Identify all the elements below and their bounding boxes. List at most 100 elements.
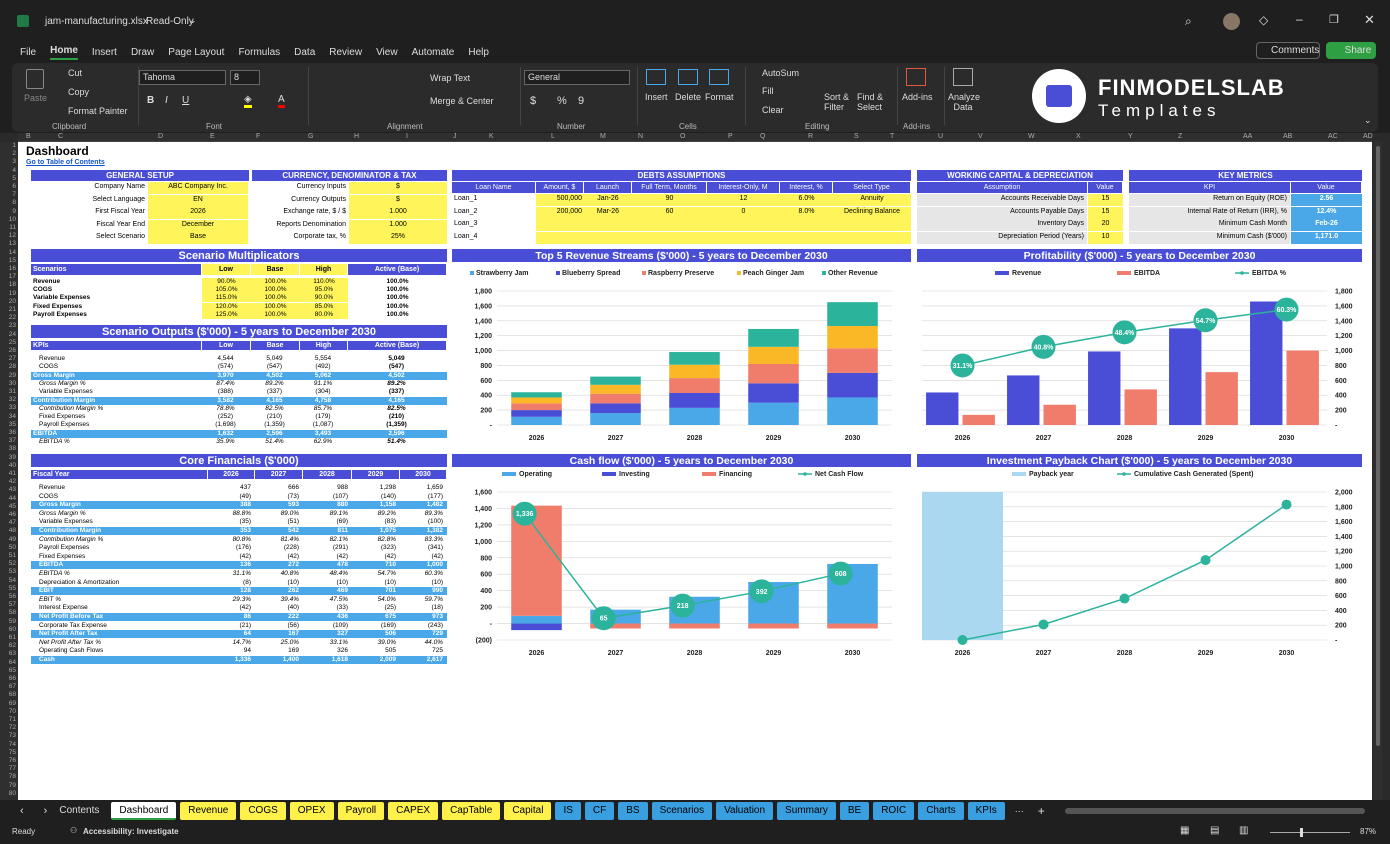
add-sheet-icon[interactable]: + — [1037, 804, 1045, 818]
row-label[interactable]: 48 — [8, 527, 16, 535]
column-label[interactable]: W — [1028, 133, 1035, 140]
column-label[interactable]: F — [256, 133, 261, 140]
menu-formulas[interactable]: Formulas — [238, 46, 281, 58]
row-label[interactable]: 18 — [8, 281, 16, 289]
number-format-select[interactable]: General — [524, 70, 630, 85]
row-label[interactable]: 44 — [8, 494, 16, 502]
menu-home[interactable]: Home — [50, 45, 78, 60]
column-label[interactable]: L — [551, 133, 555, 140]
column-label[interactable]: D — [158, 133, 164, 140]
tab-summary[interactable]: Summary — [777, 802, 836, 820]
column-label[interactable]: Q — [760, 133, 766, 140]
tab-capital[interactable]: Capital — [504, 802, 552, 820]
currency-icon[interactable]: $ — [530, 95, 537, 107]
row-label[interactable]: 7 — [12, 191, 16, 199]
row-label[interactable]: 76 — [8, 757, 16, 764]
find-select-button[interactable]: Find & Select — [857, 92, 884, 112]
page-break-view-icon[interactable]: ▥ — [1239, 825, 1249, 836]
row-label[interactable]: 13 — [8, 240, 16, 248]
addins-button[interactable]: Add-ins — [902, 92, 933, 102]
row-label[interactable]: 22 — [8, 314, 16, 322]
font-size-select[interactable]: 8 — [230, 70, 260, 85]
column-label[interactable]: N — [638, 133, 644, 140]
row-label[interactable]: 54 — [8, 576, 16, 584]
tab-be[interactable]: BE — [839, 802, 870, 820]
column-label[interactable]: M — [600, 133, 606, 140]
row-label[interactable]: 50 — [8, 543, 16, 551]
chart-2[interactable]: Profitability ($'000) - 5 years to Decem… — [917, 249, 1362, 449]
row-label[interactable]: 71 — [8, 716, 16, 723]
diamond-icon[interactable]: ◇ — [1259, 13, 1269, 27]
menu-data[interactable]: Data — [294, 46, 316, 58]
copy-button[interactable]: Copy — [68, 87, 90, 97]
format-button[interactable]: Format — [705, 92, 734, 102]
row-label[interactable]: 43 — [8, 486, 16, 494]
ribbon-collapse-icon[interactable]: ⌄ — [1364, 115, 1372, 125]
menu-view[interactable]: View — [376, 46, 398, 58]
chart-1[interactable]: Top 5 Revenue Streams ($'000) - 5 years … — [452, 249, 911, 449]
sort-filter-button[interactable]: Sort & Filter — [824, 92, 850, 112]
row-label[interactable]: 37 — [8, 437, 16, 445]
row-label[interactable]: 33 — [8, 404, 16, 412]
row-label[interactable]: 31 — [8, 388, 16, 395]
row-label[interactable]: 28 — [8, 363, 16, 371]
row-label[interactable]: 45 — [8, 502, 16, 510]
column-label[interactable]: H — [354, 133, 360, 140]
row-label[interactable]: 10 — [8, 215, 16, 223]
row-label[interactable]: 75 — [8, 748, 16, 756]
chevron-down-icon[interactable]: ⌄ — [189, 15, 197, 25]
cut-button[interactable]: Cut — [68, 68, 83, 78]
format-painter-button[interactable]: Format Painter — [68, 106, 128, 116]
row-label[interactable]: 78 — [8, 773, 16, 781]
search-icon[interactable]: ⌕ — [1185, 14, 1192, 28]
avatar[interactable] — [1223, 13, 1240, 30]
chart-3[interactable]: Cash flow ($'000) - 5 years to December … — [452, 454, 911, 668]
format-cells-icon[interactable] — [709, 69, 729, 85]
column-label[interactable]: G — [308, 133, 314, 140]
column-label[interactable]: C — [58, 133, 64, 140]
row-label[interactable]: 64 — [8, 658, 16, 666]
menu-help[interactable]: Help — [468, 46, 489, 58]
row-label[interactable]: 4 — [12, 166, 16, 174]
row-label[interactable]: 60 — [8, 625, 16, 633]
tab-scenarios[interactable]: Scenarios — [651, 802, 713, 820]
row-label[interactable]: 52 — [8, 560, 16, 568]
row-label[interactable]: 24 — [8, 330, 16, 338]
menu-automate[interactable]: Automate — [411, 46, 455, 58]
minimize-icon[interactable]: – — [1296, 12, 1303, 26]
row-label[interactable]: 59 — [8, 617, 16, 625]
chart-4[interactable]: Investment Payback Chart ($'000) - 5 yea… — [917, 454, 1362, 668]
menu-review[interactable]: Review — [329, 46, 363, 58]
column-label[interactable]: AB — [1283, 133, 1293, 140]
row-label[interactable]: 61 — [8, 634, 16, 641]
row-label[interactable]: 20 — [8, 297, 16, 305]
row-label[interactable]: 46 — [8, 511, 16, 518]
column-label[interactable]: E — [210, 133, 215, 140]
row-label[interactable]: 77 — [8, 765, 16, 773]
normal-view-icon[interactable]: ▦ — [1180, 825, 1190, 836]
row-label[interactable]: 12 — [8, 232, 16, 240]
row-label[interactable]: 27 — [8, 355, 16, 363]
zoom-slider[interactable] — [1270, 828, 1350, 837]
row-label[interactable]: 70 — [8, 707, 16, 715]
page-layout-view-icon[interactable]: ▤ — [1210, 825, 1220, 836]
column-label[interactable]: X — [1076, 133, 1081, 140]
clear-button[interactable]: Clear — [762, 105, 784, 115]
italic-button[interactable]: I — [165, 95, 168, 106]
row-label[interactable]: 79 — [8, 781, 16, 789]
row-label[interactable]: 19 — [8, 289, 16, 297]
row-label[interactable]: 16 — [8, 265, 16, 272]
tab-payroll[interactable]: Payroll — [337, 802, 385, 820]
row-label[interactable]: 57 — [8, 601, 16, 609]
row-label[interactable]: 15 — [8, 256, 16, 264]
addins-icon[interactable] — [906, 68, 926, 86]
tab-kpis[interactable]: KPIs — [967, 802, 1005, 820]
row-label[interactable]: 26 — [8, 347, 16, 354]
row-label[interactable]: 56 — [8, 593, 16, 600]
row-label[interactable]: 58 — [8, 609, 16, 617]
restore-icon[interactable]: ❐ — [1329, 14, 1339, 26]
row-label[interactable]: 6 — [12, 183, 16, 190]
column-label[interactable]: AC — [1328, 133, 1338, 140]
delete-button[interactable]: Delete — [675, 92, 702, 102]
column-label[interactable]: T — [890, 133, 895, 140]
